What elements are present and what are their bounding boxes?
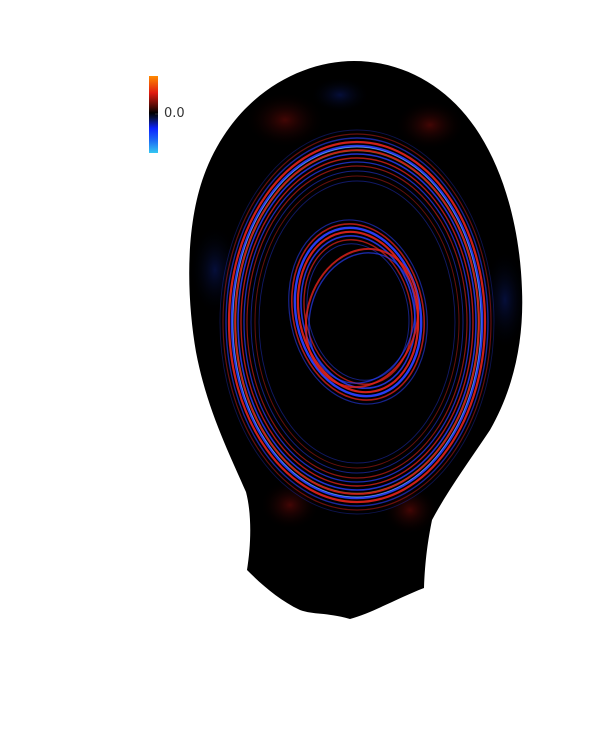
field-ring (237, 153, 477, 491)
field-ring (293, 226, 423, 398)
field-ring (222, 133, 492, 511)
field-ring (308, 252, 416, 384)
field-ring (258, 180, 456, 464)
field-ring (240, 157, 474, 487)
field-ring (300, 234, 416, 390)
edge-glow (483, 250, 523, 350)
field-ring (296, 230, 420, 394)
field-pattern (190, 77, 523, 535)
colorbar-zero-label: 0.0 (164, 106, 185, 121)
edge-glow (395, 100, 465, 150)
field-ring (304, 247, 420, 389)
field-ring (246, 165, 468, 479)
field-ring (227, 140, 487, 504)
edge-glow (260, 480, 320, 530)
field-ring (243, 161, 471, 483)
field-ring (234, 149, 480, 495)
colorbar-gradient (149, 76, 158, 153)
field-ring (290, 223, 426, 401)
field-ring (230, 144, 484, 500)
field-ring (232, 146, 482, 498)
field-ring (225, 137, 489, 507)
field-ring (250, 170, 464, 474)
edge-glow (310, 77, 370, 113)
field-ring (219, 129, 495, 515)
field-ring (288, 219, 428, 405)
colorbar (149, 76, 158, 153)
field-ring (254, 175, 460, 469)
field-ring (235, 150, 479, 494)
edge-glow (245, 92, 325, 148)
